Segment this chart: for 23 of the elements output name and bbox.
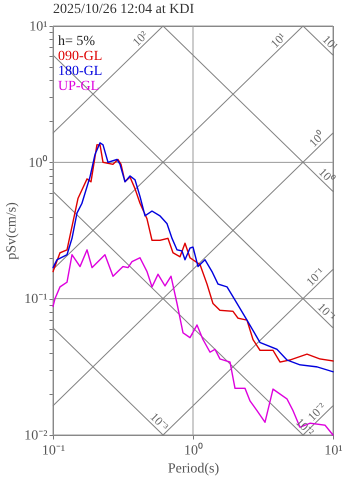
y-axis-title: pSv(cm/s) — [4, 202, 20, 260]
annotation: 10⁰ — [306, 128, 328, 150]
text: 090-GL — [58, 49, 102, 64]
text: 180-GL — [58, 64, 102, 79]
y-tick-label: 10⁻² — [24, 428, 48, 444]
x-tick-label: 10¹ — [324, 444, 343, 458]
x-axis-title: Period(s) — [168, 462, 220, 476]
annotation: 10¹ — [268, 30, 289, 51]
annotation: 10² — [130, 28, 151, 49]
annotation: 10⁻² — [304, 400, 329, 424]
x-tick-label: 10⁰ — [184, 442, 203, 458]
annotation: 10¹ — [320, 32, 341, 54]
chart-title: 2025/10/26 12:04 at KDI — [53, 2, 194, 17]
annotation: h= 5% — [58, 34, 96, 49]
annotation: 10⁰ — [316, 164, 338, 186]
annotation: 10⁻¹ — [303, 264, 328, 289]
y-tick-label: 10⁰ — [28, 154, 48, 171]
y-tick-label: 10¹ — [29, 20, 48, 34]
y-tick-label: 10⁻¹ — [24, 292, 48, 308]
x-tick-label: 10⁻¹ — [42, 444, 66, 458]
annotation: 10⁻¹ — [314, 300, 339, 324]
annotation: 10⁻³ — [147, 410, 172, 434]
text: UP-GL — [58, 79, 100, 94]
